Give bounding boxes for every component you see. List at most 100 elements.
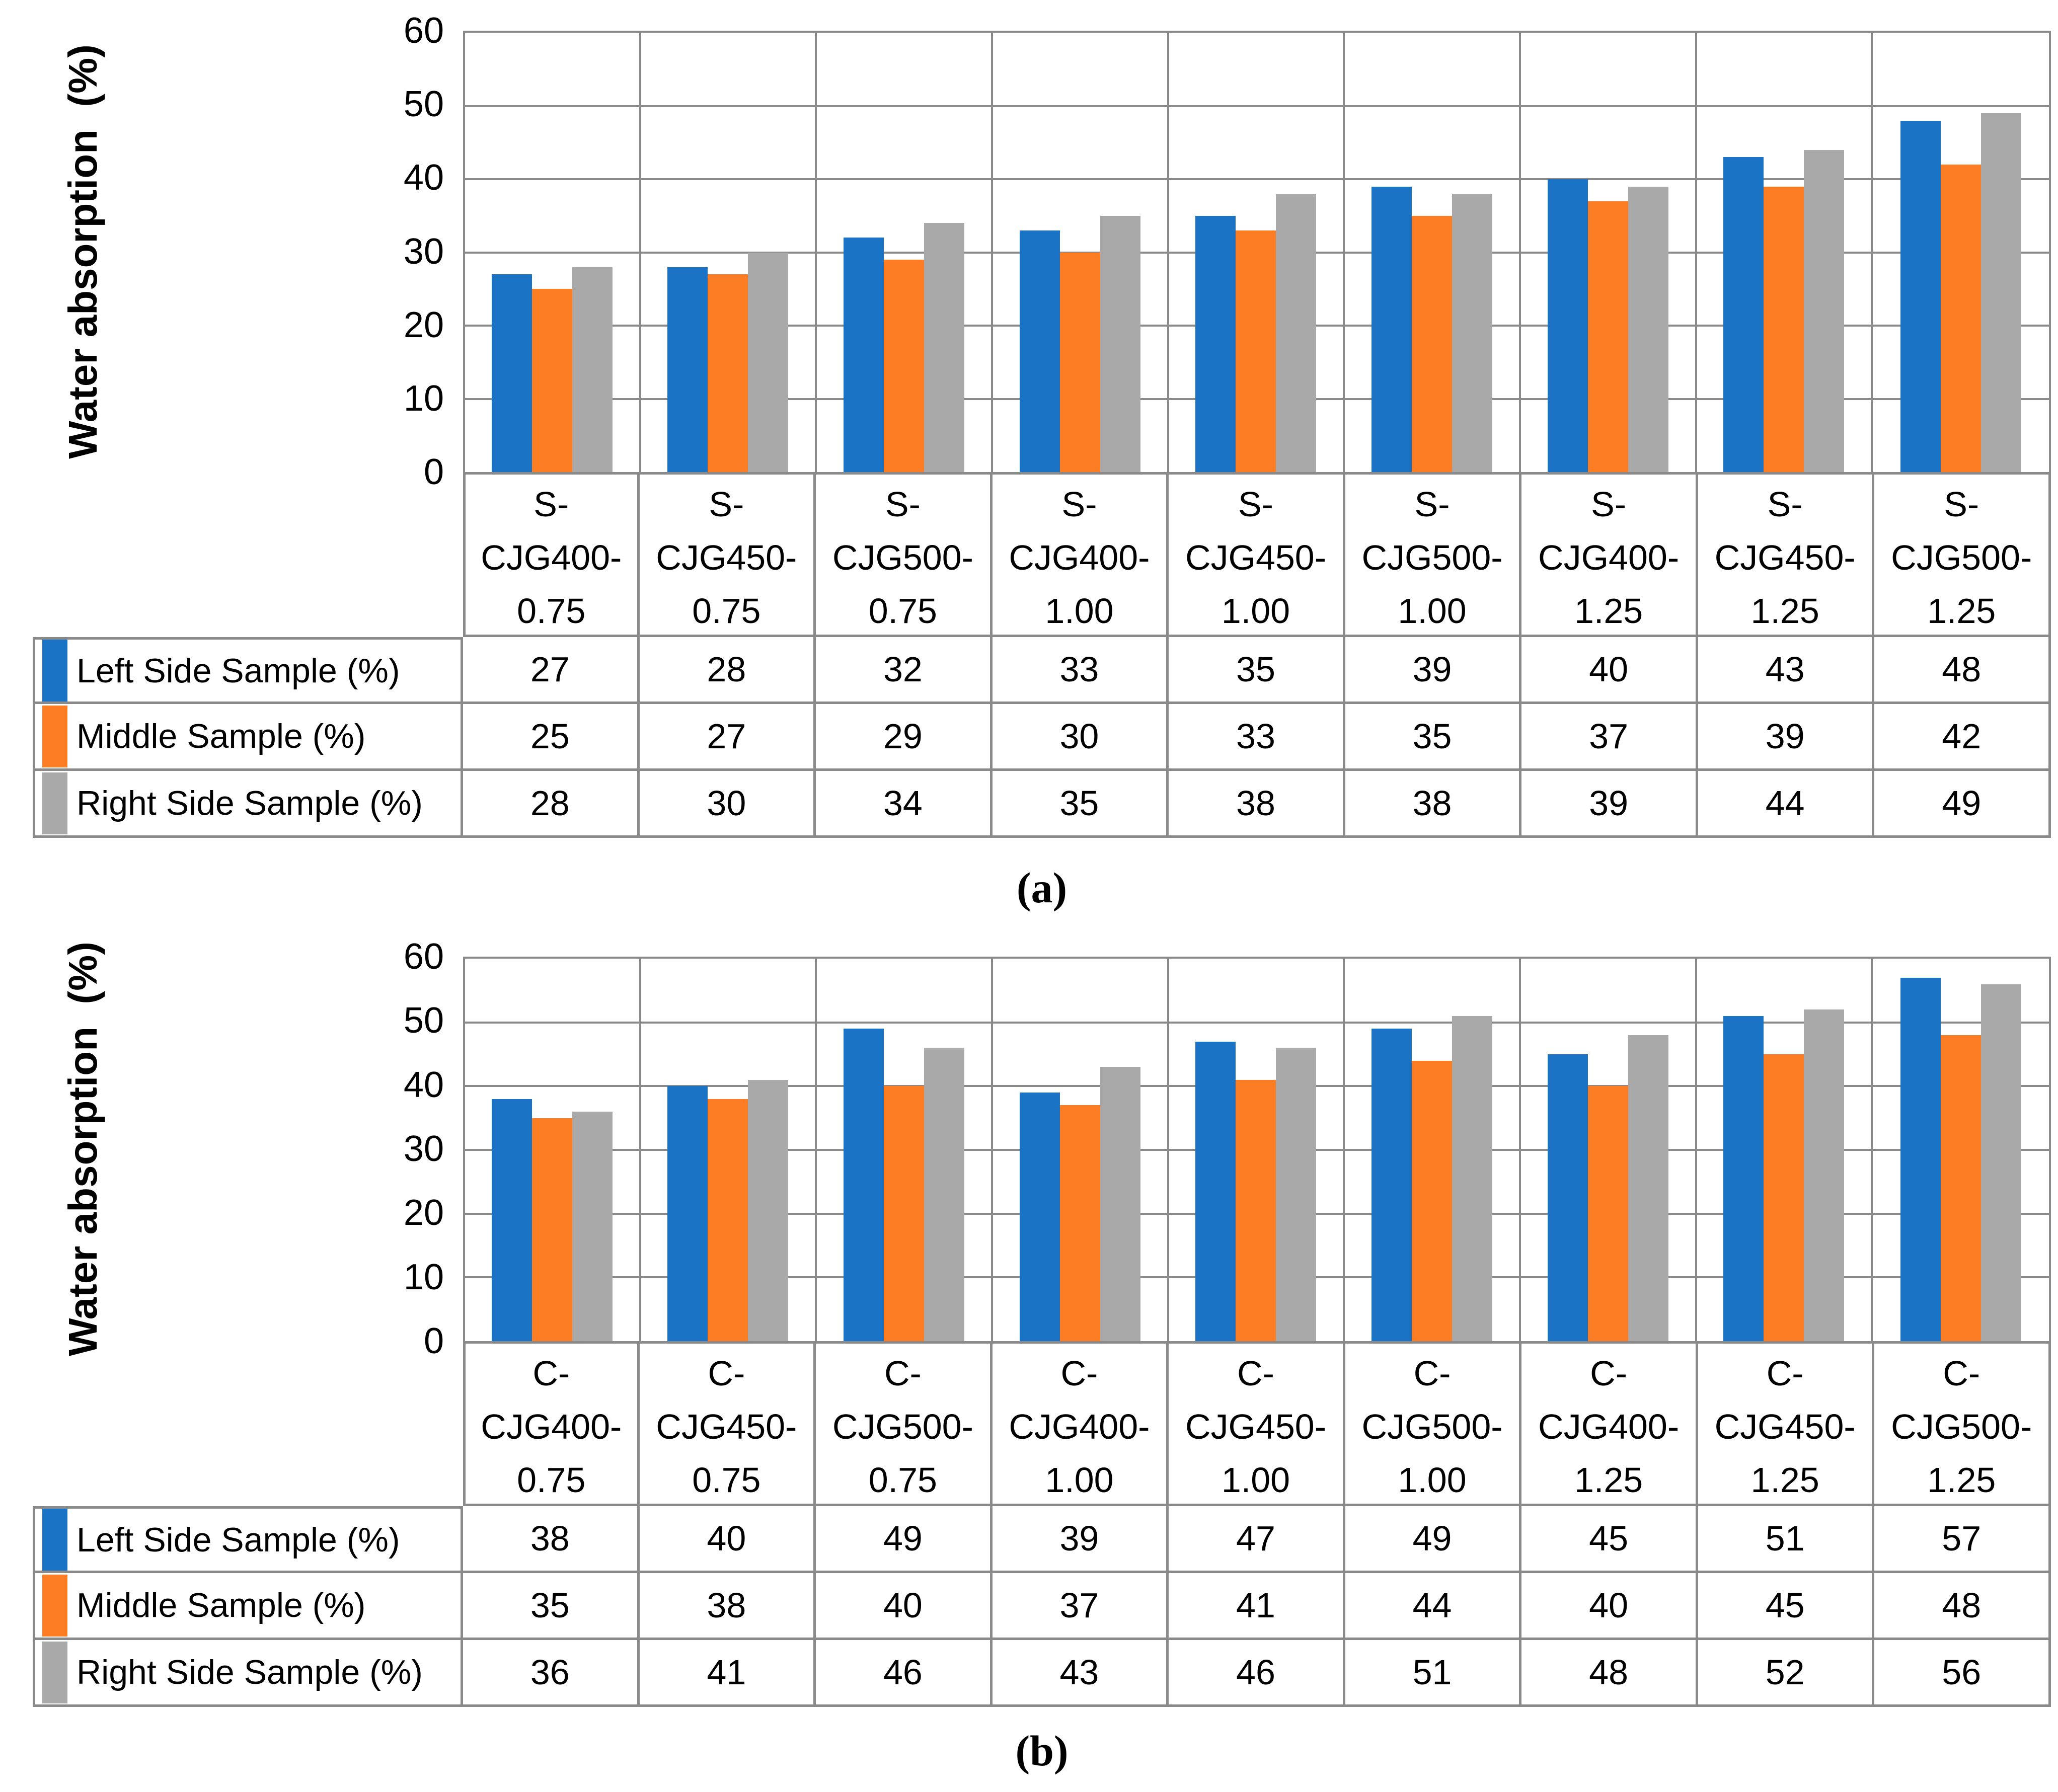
- category-slot: [1697, 33, 1873, 472]
- legend-label: Right Side Sample (%): [77, 1653, 423, 1691]
- bar-right-side-sample-S-CJG400-1.25: [1628, 186, 1668, 472]
- value-cell: 47: [1169, 1506, 1345, 1573]
- value-cell: 44: [1698, 771, 1875, 838]
- value-cell: 41: [639, 1640, 816, 1707]
- value-cell: 35: [992, 771, 1169, 838]
- bar-left-side-sample-S-CJG400-1.00: [1019, 230, 1060, 472]
- bar-middle-sample-C-CJG500-0.75: [884, 1086, 925, 1341]
- legend-swatch: [42, 705, 67, 767]
- category-slot: [817, 959, 993, 1341]
- category-header-cell: C- CJG500- 1.25: [1874, 1341, 2051, 1506]
- value-cell: 33: [992, 637, 1169, 704]
- bars-a: [465, 33, 2049, 472]
- chart-area-a: Water absorption (%) 0 10 20 30 40 50 60: [33, 13, 2051, 490]
- category-header-cell: S- CJG450- 1.00: [1169, 472, 1345, 637]
- category-header-cell: C- CJG400- 1.00: [992, 1341, 1169, 1506]
- category-header-cell: S- CJG450- 1.25: [1698, 472, 1875, 637]
- value-cell: 43: [1698, 637, 1875, 704]
- bar-right-side-sample-C-CJG400-0.75: [572, 1112, 613, 1341]
- bar-left-side-sample-C-CJG500-1.25: [1900, 978, 1941, 1341]
- bar-right-side-sample-S-CJG400-1.00: [1100, 215, 1140, 472]
- bar-middle-sample-S-CJG450-1.25: [1764, 186, 1804, 472]
- bar-left-side-sample-C-CJG450-1.25: [1723, 1016, 1764, 1341]
- y-tick-label: 50: [403, 84, 444, 125]
- category-slot: [1169, 33, 1345, 472]
- y-axis-tick-labels-b: 0 10 20 30 40 50 60: [33, 939, 463, 1359]
- table-corner-blank: [33, 472, 463, 637]
- y-tick-label: 10: [403, 1257, 444, 1297]
- value-cell: 34: [816, 771, 993, 838]
- bar-right-side-sample-C-CJG450-0.75: [748, 1079, 789, 1341]
- value-cell: 41: [1169, 1573, 1345, 1640]
- value-cell: 46: [816, 1640, 993, 1707]
- category-slot: [1873, 33, 2049, 472]
- bar-right-side-sample-C-CJG500-0.75: [924, 1048, 965, 1341]
- category-slot: [993, 33, 1169, 472]
- category-slot: [817, 33, 993, 472]
- y-tick-label: 40: [403, 158, 444, 198]
- bar-right-side-sample-C-CJG450-1.25: [1804, 1009, 1845, 1341]
- category-slot: [1345, 959, 1521, 1341]
- panel-b: Water absorption (%) 0 10 20 30 40 50 60 C- CJG…: [33, 939, 2051, 1776]
- value-cell: 38: [1169, 771, 1345, 838]
- value-cell: 35: [463, 1573, 640, 1640]
- y-tick-label: 30: [403, 1129, 444, 1169]
- y-tick-label: 0: [423, 1321, 444, 1361]
- value-cell: 37: [992, 1573, 1169, 1640]
- bar-right-side-sample-S-CJG450-1.25: [1804, 149, 1845, 472]
- value-cell: 40: [1521, 637, 1698, 704]
- bar-left-side-sample-C-CJG400-0.75: [491, 1099, 532, 1341]
- value-cell: 32: [816, 637, 993, 704]
- value-cell: 25: [463, 704, 640, 771]
- bar-left-side-sample-S-CJG400-1.25: [1547, 179, 1588, 472]
- legend-cell: Left Side Sample (%): [33, 1506, 463, 1573]
- category-slot: [641, 33, 817, 472]
- value-cell: 27: [639, 704, 816, 771]
- value-cell: 38: [639, 1573, 816, 1640]
- category-header-cell: C- CJG500- 1.00: [1345, 1341, 1522, 1506]
- bar-left-side-sample-S-CJG450-0.75: [667, 267, 708, 472]
- bar-middle-sample-S-CJG400-1.25: [1587, 201, 1628, 472]
- y-tick-label: 40: [403, 1064, 444, 1105]
- y-tick-label: 0: [423, 452, 444, 492]
- value-cell: 40: [1521, 1573, 1698, 1640]
- legend-label: Right Side Sample (%): [77, 784, 423, 822]
- plot-area-b: [463, 957, 2051, 1341]
- value-cell: 40: [639, 1506, 816, 1573]
- legend-cell: Middle Sample (%): [33, 704, 463, 771]
- panel-label-b: (b): [1015, 1727, 1069, 1775]
- category-header-cell: S- CJG450- 0.75: [639, 472, 816, 637]
- gridline: [465, 1021, 2049, 1024]
- value-cell: 30: [992, 704, 1169, 771]
- value-cell: 38: [1345, 771, 1522, 838]
- category-slot: [1697, 959, 1873, 1341]
- bar-right-side-sample-S-CJG500-1.00: [1452, 194, 1493, 472]
- value-cell: 28: [463, 771, 640, 838]
- bar-right-side-sample-C-CJG500-1.25: [1981, 984, 2022, 1341]
- value-cell: 27: [463, 637, 640, 704]
- bar-left-side-sample-C-CJG400-1.00: [1019, 1093, 1060, 1341]
- value-cell: 49: [1874, 771, 2051, 838]
- value-cell: 51: [1698, 1506, 1875, 1573]
- bar-left-side-sample-S-CJG450-1.00: [1195, 215, 1236, 472]
- legend-cell: Middle Sample (%): [33, 1573, 463, 1640]
- value-cell: 39: [1521, 771, 1698, 838]
- legend-swatch: [42, 1574, 67, 1637]
- value-cell: 49: [816, 1506, 993, 1573]
- category-header-cell: S- CJG500- 1.25: [1874, 472, 2051, 637]
- value-cell: 48: [1521, 1640, 1698, 1707]
- category-slot: [1521, 959, 1697, 1341]
- value-cell: 49: [1345, 1506, 1522, 1573]
- value-cell: 46: [1169, 1640, 1345, 1707]
- bar-left-side-sample-C-CJG400-1.25: [1547, 1054, 1588, 1341]
- value-cell: 45: [1698, 1573, 1875, 1640]
- category-slot: [1873, 959, 2049, 1341]
- bar-left-side-sample-C-CJG450-0.75: [667, 1086, 708, 1341]
- category-slot: [641, 959, 817, 1341]
- legend-swatch: [42, 772, 67, 834]
- legend-cell: Right Side Sample (%): [33, 771, 463, 838]
- y-tick-label: 30: [403, 231, 444, 272]
- plot-area-a: [463, 31, 2051, 472]
- category-header-cell: C- CJG400- 0.75: [463, 1341, 640, 1506]
- chart-data-table-a: S- CJG400- 0.75 S- CJG450- 0.75 S- CJG500- 0.75 S…: [33, 472, 2051, 838]
